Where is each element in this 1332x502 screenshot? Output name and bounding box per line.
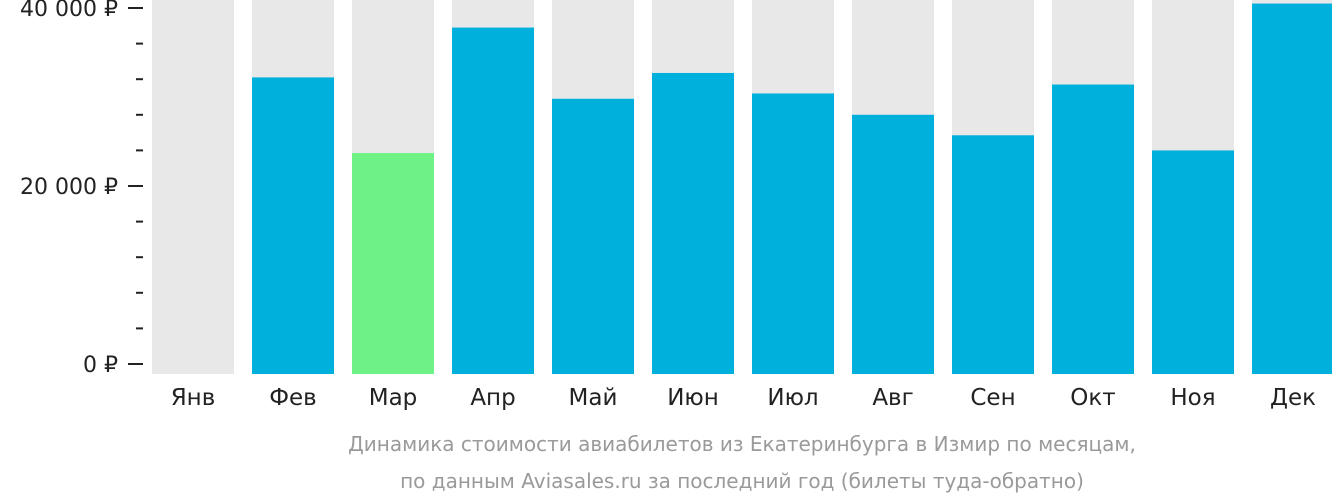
bar-8 <box>852 114 934 375</box>
bar-12 <box>1252 3 1332 375</box>
bar-10 <box>1052 84 1134 374</box>
x-tick-label: Июл <box>767 385 818 411</box>
x-tick-label: Авг <box>872 385 913 411</box>
x-tick-label: Июн <box>667 385 719 411</box>
bar-7 <box>752 93 834 374</box>
chart-caption-line-2: по данным Aviasales.ru за последний год … <box>400 469 1084 493</box>
x-axis: Янв Фев Мар Апр Май Июн Июл Авг Сен Окт Ноя Дек <box>171 385 1316 411</box>
bar-9 <box>952 135 1034 374</box>
bar-4 <box>452 27 534 375</box>
bar-2 <box>252 77 334 375</box>
x-tick-label: Ноя <box>1170 385 1215 411</box>
bar-3 <box>352 153 434 374</box>
x-tick-label: Дек <box>1270 385 1316 411</box>
x-tick-label: Фев <box>269 385 317 411</box>
bar-track-1 <box>152 0 234 374</box>
y-tick-label: 40 000 ₽ <box>20 0 118 22</box>
x-tick-label: Апр <box>470 385 515 411</box>
x-tick-label: Сен <box>970 385 1015 411</box>
x-tick-label: Окт <box>1070 385 1115 411</box>
bar-6 <box>652 72 734 374</box>
y-tick-label: 20 000 ₽ <box>20 175 118 200</box>
bar-5 <box>552 98 634 374</box>
x-tick-label: Янв <box>171 385 216 411</box>
y-tick-label: 0 ₽ <box>83 353 118 378</box>
x-tick-label: Май <box>569 385 618 411</box>
x-tick-label: Мар <box>369 385 418 411</box>
bar-11 <box>1152 150 1234 374</box>
y-axis: 40 000 ₽ 20 000 ₽ 0 ₽ <box>20 0 143 378</box>
bars <box>252 3 1332 375</box>
chart-caption-line-1: Динамика стоимости авиабилетов из Екатер… <box>348 432 1136 456</box>
